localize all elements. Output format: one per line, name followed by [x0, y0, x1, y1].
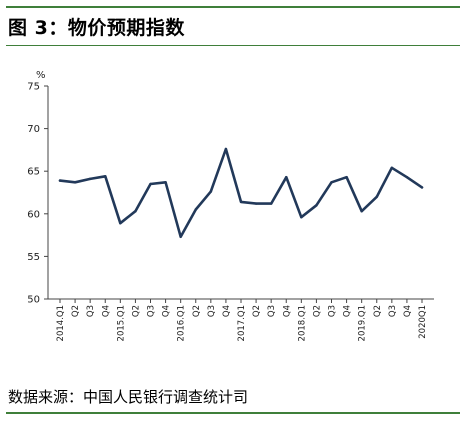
top-rule — [6, 6, 460, 8]
data-point — [119, 221, 122, 225]
x-tick-label: 2018.Q1 — [297, 305, 307, 341]
x-tick-label: Q2 — [131, 305, 141, 317]
y-tick-label: 55 — [27, 252, 40, 263]
data-point — [149, 182, 152, 186]
data-point — [224, 147, 228, 151]
data-point — [315, 204, 318, 207]
x-tick-label: 2015.Q1 — [116, 305, 126, 341]
data-point — [194, 208, 197, 211]
x-tick-label: Q3 — [207, 305, 217, 317]
x-tick-label: Q4 — [222, 305, 232, 317]
chart-axes — [47, 86, 434, 300]
x-tick-label: Q2 — [312, 305, 322, 317]
data-point — [104, 175, 107, 178]
x-tick-label: Q4 — [282, 305, 292, 317]
x-tick-label: 2014.Q1 — [56, 305, 66, 341]
x-tick-label: 2020Q1 — [418, 305, 428, 339]
x-tick-label: Q4 — [403, 305, 413, 317]
y-tick-label: 50 — [27, 295, 40, 306]
x-tick-label: Q3 — [267, 305, 277, 317]
data-source: 数据来源：中国人民银行调查统计司 — [8, 388, 249, 406]
x-tick-label: 2016.Q1 — [177, 305, 187, 341]
x-tick-label: Q2 — [192, 305, 202, 317]
data-point — [73, 181, 77, 184]
data-point — [330, 181, 333, 184]
data-point — [285, 175, 288, 179]
data-point — [269, 202, 273, 205]
x-tick-label: Q4 — [343, 305, 353, 317]
x-tick-label: Q3 — [147, 305, 157, 317]
data-point — [360, 210, 363, 213]
figure-title: 图 3：物价预期指数 — [8, 17, 185, 39]
data-point — [179, 235, 182, 239]
x-tick-label: Q2 — [71, 305, 81, 317]
x-tick-label: Q4 — [101, 305, 111, 317]
data-point — [239, 200, 243, 204]
data-point — [390, 166, 394, 169]
data-point — [300, 216, 303, 219]
x-tick-label: Q2 — [373, 305, 383, 317]
y-tick-label: 75 — [27, 82, 40, 93]
data-point — [88, 177, 92, 181]
data-point — [420, 186, 424, 189]
chart-series — [58, 147, 424, 239]
price-expectation-chart: % 50 55 60 65 70 75 2014.Q1 Q2 Q3 Q4 2015.Q1 Q2 Q3 Q… — [27, 70, 434, 341]
y-tick-label: 70 — [27, 124, 40, 135]
data-point — [134, 210, 137, 213]
x-tick-label: Q3 — [86, 305, 96, 317]
y-axis-unit-label: % — [36, 70, 46, 81]
x-tick-label: Q4 — [162, 305, 172, 317]
data-point — [405, 175, 409, 179]
data-point — [254, 202, 258, 205]
data-point — [209, 190, 213, 193]
bottom-rule — [6, 412, 460, 414]
x-tick-label: 2017.Q1 — [237, 305, 247, 341]
y-axis-ticks: 50 55 60 65 70 75 — [27, 82, 48, 306]
x-tick-label: Q3 — [328, 305, 338, 317]
title-rule — [6, 45, 460, 46]
x-tick-label: Q2 — [252, 305, 262, 317]
x-axis-ticks: 2014.Q1 Q2 Q3 Q4 2015.Q1 Q2 Q3 Q4 2016.Q1 Q2 Q3 Q4 2… — [56, 299, 428, 341]
data-point — [164, 181, 167, 184]
data-point — [58, 179, 62, 182]
data-point — [375, 195, 378, 198]
y-tick-label: 60 — [27, 209, 40, 220]
data-point — [345, 175, 348, 179]
y-tick-label: 65 — [27, 167, 40, 178]
x-tick-label: Q3 — [388, 305, 398, 317]
x-tick-label: 2019.Q1 — [358, 305, 368, 341]
series-line — [58, 147, 424, 239]
